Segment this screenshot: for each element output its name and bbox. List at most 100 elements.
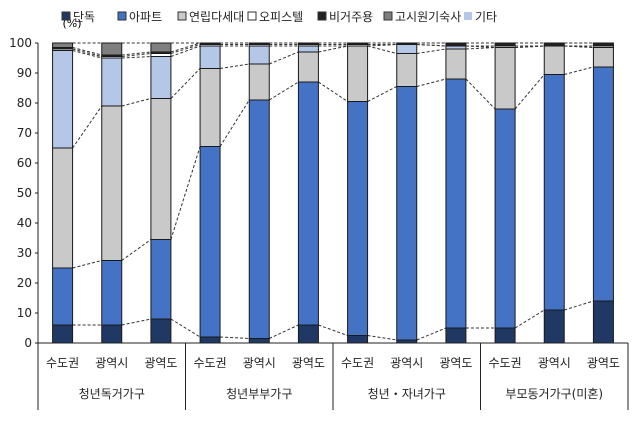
connector-line: [268, 81, 299, 101]
y-tick-label: 60: [17, 156, 32, 170]
connector-line: [367, 86, 397, 102]
x-tick-label: 수도권: [489, 356, 522, 370]
bar-segment-단독: [592, 300, 614, 344]
bar-segment-단독: [248, 338, 270, 344]
bar-segment-아파트: [101, 260, 123, 326]
connector-line: [416, 327, 447, 341]
connector-line: [515, 45, 545, 48]
connector-line: [121, 51, 151, 56]
y-tick-label: 40: [17, 216, 32, 230]
x-tick-label: 광역시: [538, 356, 571, 370]
bar-segment-비거주용: [347, 42, 369, 45]
legend-swatch-5: [383, 11, 393, 21]
y-tick-label: 50: [17, 186, 32, 200]
y-tick-label: 10: [17, 306, 32, 320]
connector-line: [564, 66, 594, 75]
bar-segment-아파트: [494, 108, 516, 329]
bar-segment-단독: [445, 327, 467, 344]
bar-segment-기타: [199, 45, 221, 69]
connector-line: [318, 324, 348, 336]
connector-line: [220, 63, 250, 69]
bar-segment-연립다세대: [445, 48, 467, 80]
x-tick-label: 광역도: [439, 356, 472, 370]
connector-line: [416, 44, 446, 47]
bars: [52, 42, 614, 344]
bar-segment-기타: [248, 45, 270, 65]
legend-label-4: 비거주용: [329, 10, 373, 24]
legend-swatch-4: [317, 11, 327, 21]
connector-line: [465, 47, 496, 50]
bar-segment-연립다세대: [543, 45, 565, 75]
connector-line: [514, 74, 545, 110]
bar-segment-연립다세대: [248, 63, 270, 101]
x-tick-label: 광역시: [390, 356, 423, 370]
connector-line: [465, 45, 496, 48]
legend-label-3: 오피스텔: [259, 10, 303, 24]
bar-segment-아파트: [248, 99, 270, 339]
legend-label-5: 고시원기숙사: [395, 10, 461, 24]
bar-segment-단독: [150, 318, 172, 344]
bar-segment-아파트: [396, 86, 418, 341]
group-label: 청년독거가구: [79, 387, 145, 401]
bar-segment-비거주용: [592, 42, 614, 47]
bar-segment-연립다세대: [396, 53, 418, 87]
bar-segment-고시원기숙사: [150, 42, 172, 53]
x-tick-label: 광역도: [587, 356, 620, 370]
bar-segment-기타: [396, 44, 418, 54]
bar-segment-비거주용: [543, 42, 565, 47]
connector-line: [269, 324, 299, 339]
connector-line: [72, 48, 102, 57]
connector-line: [416, 48, 446, 54]
connector-line: [269, 51, 299, 65]
bar-segment-연립다세대: [199, 68, 221, 147]
connector-line: [367, 45, 397, 54]
connector-line: [121, 318, 152, 326]
y-tick-label: 90: [17, 66, 32, 80]
bar-segment-아파트: [52, 267, 74, 326]
bar-segment-단독: [199, 336, 221, 344]
bar-segment-아파트: [347, 101, 369, 336]
legend-label-6: 기타: [475, 10, 497, 24]
bar-segment-비거주용: [445, 42, 467, 47]
group-label: 청년부부가구: [226, 387, 292, 401]
legend: 단독 아파트 연립다세대 오피스텔 비거주용 고시원기숙사 기타: [61, 10, 497, 24]
connector-line: [515, 45, 545, 48]
connector-line: [121, 239, 152, 261]
x-tick-label: 수도권: [341, 356, 374, 370]
bar-segment-연립다세대: [494, 47, 516, 110]
bar-segment-기타: [297, 45, 319, 53]
bar-segment-단독: [494, 327, 516, 344]
connector-line: [72, 105, 103, 149]
bar-segment-연립다세대: [297, 51, 319, 83]
bar-segment-아파트: [543, 74, 565, 311]
connector-lines: [72, 42, 594, 341]
bar-segment-비거주용: [297, 42, 319, 45]
connector-line: [170, 68, 201, 99]
x-axis: 수도권 광역시 광역도 수도권 광역시 광역도 수도권 광역시 광역도 수도권 광역시 광역도청년독거…: [37, 342, 629, 410]
bar-segment-아파트: [199, 146, 221, 338]
connector-line: [170, 44, 201, 54]
legend-swatch-2: [177, 11, 187, 21]
y-tick-label: 0: [24, 336, 32, 350]
connector-line: [121, 98, 152, 107]
legend-swatch-6: [464, 12, 472, 20]
connector-line: [121, 53, 151, 57]
connector-line: [170, 318, 201, 338]
connector-line: [170, 42, 201, 53]
connector-line: [318, 45, 348, 53]
legend-label-0: 단독: [73, 10, 95, 24]
group-label: 청년・자녀가구: [368, 387, 446, 401]
legend-swatch-0: [61, 11, 71, 21]
connector-line: [170, 146, 201, 240]
y-tick-label: 30: [17, 246, 32, 260]
bar-segment-비거주용: [248, 42, 270, 45]
connector-line: [416, 44, 446, 47]
bar-segment-연립다세대: [101, 105, 123, 261]
connector-line: [564, 45, 594, 48]
bar-segment-단독: [297, 324, 319, 344]
bar-segment-기타: [101, 57, 123, 107]
connector-line: [318, 81, 348, 102]
y-tick-label: 70: [17, 126, 32, 140]
